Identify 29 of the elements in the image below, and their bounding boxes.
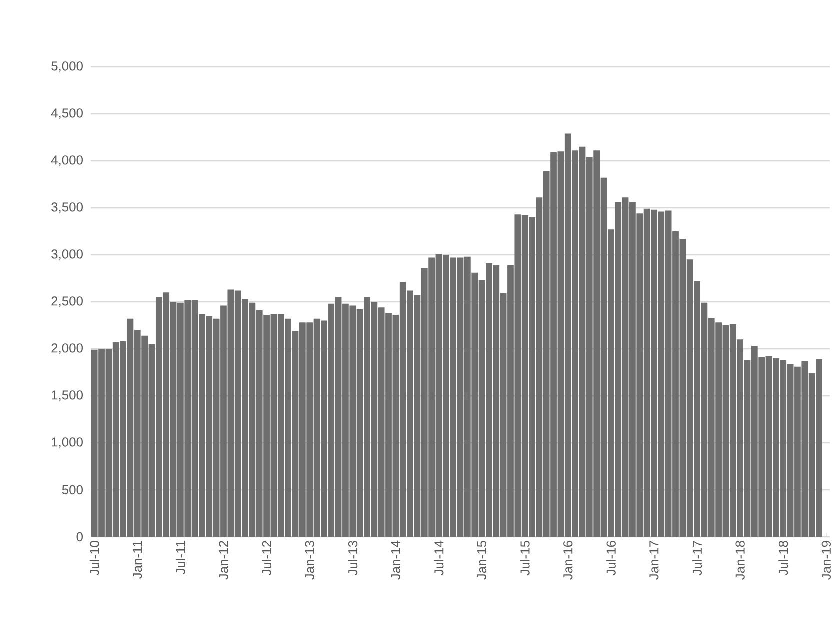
y-tick-label: 4,500 bbox=[51, 108, 83, 120]
y-tick-label: 500 bbox=[62, 485, 83, 495]
x-tick-label: Jul-18 bbox=[778, 541, 788, 576]
y-tick-label: 1,500 bbox=[52, 390, 83, 402]
y-tick-label: 3,500 bbox=[52, 202, 83, 214]
y-tick-label: 1,000 bbox=[52, 438, 83, 448]
x-tick-label: Jan-12 bbox=[219, 541, 228, 580]
x-tick-label: Jul-13 bbox=[348, 541, 358, 576]
x-tick-label: Jan-18 bbox=[736, 541, 745, 580]
x-tick-label: Jul-17 bbox=[692, 541, 702, 576]
x-tick-label: Jul-10 bbox=[90, 541, 100, 576]
x-tick-label: Jan-14 bbox=[391, 540, 400, 580]
x-tick-label: Jan-16 bbox=[564, 541, 573, 580]
x-tick-label: Jul-16 bbox=[606, 541, 616, 576]
y-tick-label: 2,500 bbox=[52, 296, 83, 308]
x-tick-label: Jan-13 bbox=[305, 541, 314, 580]
x-tick-label: Jul-15 bbox=[520, 541, 530, 576]
y-tick-label: 5,000 bbox=[52, 62, 83, 72]
x-tick-label: Jan-19 bbox=[822, 541, 832, 580]
x-tick-label: Jan-15 bbox=[478, 541, 487, 580]
y-tick-label: 2,000 bbox=[52, 344, 83, 354]
x-tick-label: Jan-11 bbox=[133, 541, 142, 579]
x-tick-label: Jan-17 bbox=[650, 541, 659, 580]
x-tick-label: Jul-12 bbox=[262, 541, 272, 576]
y-tick-label: 3,000 bbox=[52, 250, 83, 260]
x-tick-label: Jul-11 bbox=[176, 541, 186, 575]
y-tick-label: 0 bbox=[76, 532, 83, 542]
x-tick-label: Jul-14 bbox=[434, 540, 444, 576]
y-tick-label: 4,000 bbox=[51, 156, 83, 166]
